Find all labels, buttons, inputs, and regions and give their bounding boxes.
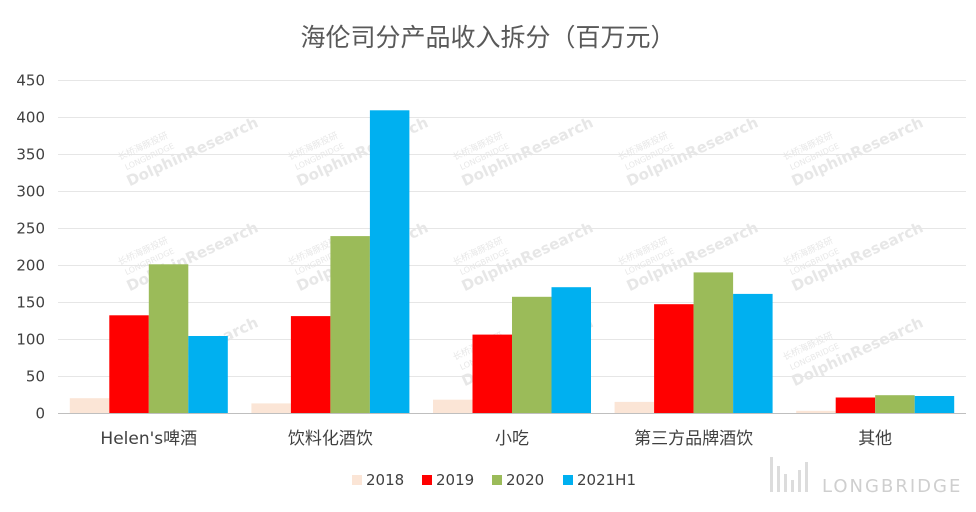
y-tick-label: 250 [16,220,45,238]
bar-2018 [433,399,473,413]
brand-mark: LONGBRIDGE [770,457,962,497]
brand-label: LONGBRIDGE [822,476,962,497]
legend-swatch [352,475,362,485]
bar-2020 [330,236,370,413]
bar-2020 [512,296,552,413]
y-tick-label: 300 [16,183,45,201]
x-tick-label: 第三方品牌酒饮 [634,429,753,449]
legend: 2018 2019 2020 2021H1 [352,471,636,489]
bar-2021H1 [188,336,228,413]
legend-item: 2021H1 [563,471,636,489]
y-tick-label: 50 [26,368,45,386]
y-tick-label: 350 [16,146,45,164]
legend-item: 2018 [352,471,404,489]
bar-2019 [472,334,512,413]
legend-item: 2020 [492,471,544,489]
bar-2019 [109,315,149,413]
legend-item: 2019 [422,471,474,489]
legend-swatch [492,475,502,485]
bars [69,110,955,414]
legend-swatch [422,475,432,485]
legend-label: 2021H1 [577,471,636,489]
y-tick-label: 100 [16,331,45,349]
x-tick-label: 其他 [858,429,892,449]
bar-2021H1 [733,293,773,413]
bar-2019 [835,397,876,413]
bar-2018 [796,410,836,413]
y-tick-label: 150 [16,294,45,312]
y-tick-label: 450 [16,72,45,90]
x-axis: Helen's啤酒 饮料化酒饮 小吃 第三方品牌酒饮 其他 [100,429,892,449]
y-axis: 0 50 100 150 200 250 300 350 400 450 [16,72,45,423]
bar-2020 [875,395,915,413]
longbridge-logo-icon [770,457,808,492]
bar-2021H1 [551,287,591,413]
bar-2021H1 [914,396,955,413]
x-tick-label: Helen's啤酒 [100,429,197,449]
bar-2019 [290,316,331,413]
legend-label: 2020 [506,471,544,489]
bar-2018 [251,403,291,413]
bar-2018 [69,398,110,413]
x-tick-label: 饮料化酒饮 [288,429,373,449]
y-tick-label: 400 [16,109,45,127]
y-tick-label: 200 [16,257,45,275]
bar-2021H1 [369,110,410,414]
bar-2018 [614,401,655,413]
bar-2020 [693,272,734,413]
chart-title: 海伦司分产品收入拆分（百万元） [300,23,675,52]
bar-2020 [148,264,189,413]
bar-2019 [654,304,694,413]
y-tick-label: 0 [35,405,45,423]
legend-label: 2018 [366,471,404,489]
x-tick-label: 小吃 [495,429,529,449]
legend-swatch [563,475,573,485]
legend-label: 2019 [436,471,474,489]
